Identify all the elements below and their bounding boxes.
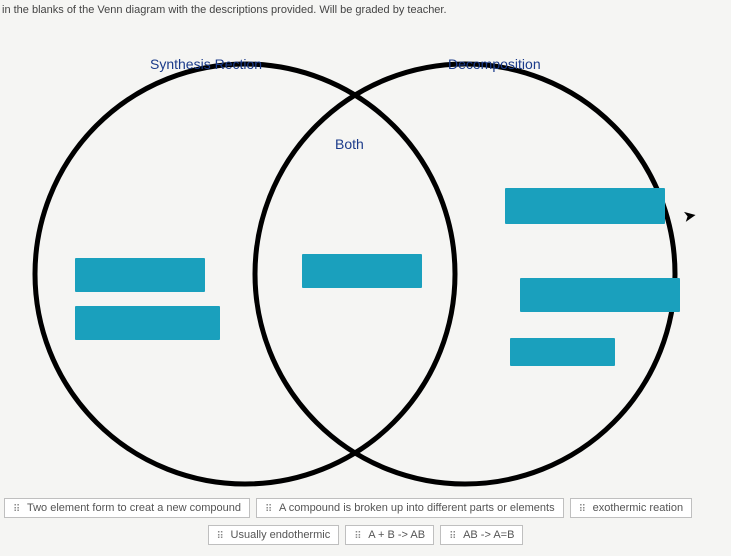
dropzone[interactable]: [510, 338, 615, 366]
option-label: A compound is broken up into different p…: [279, 502, 555, 514]
label-right: Decomposition: [448, 56, 541, 72]
label-center: Both: [335, 136, 364, 152]
option-label: A + B -> AB: [368, 529, 425, 541]
draggable-option[interactable]: ⠿ Two element form to creat a new compoun…: [4, 498, 250, 518]
options-row-1: ⠿ Two element form to creat a new compoun…: [4, 498, 727, 518]
dropzone[interactable]: [505, 188, 665, 224]
venn-diagram: Synthesis Rection Decomposition Both ➤: [0, 26, 731, 496]
dropzone[interactable]: [75, 306, 220, 340]
grip-icon: ⠿: [354, 531, 362, 539]
option-label: AB -> A=B: [463, 529, 514, 541]
label-left: Synthesis Rection: [150, 56, 262, 72]
dropzone[interactable]: [520, 278, 680, 312]
grip-icon: ⠿: [13, 504, 21, 512]
grip-icon: ⠿: [265, 504, 273, 512]
dropzone[interactable]: [302, 254, 422, 288]
option-label: Usually endothermic: [231, 529, 331, 541]
options-row-2: ⠿ Usually endothermic ⠿ A + B -> AB ⠿ AB -> A…: [4, 525, 727, 545]
grip-icon: ⠿: [217, 531, 225, 539]
dropzone[interactable]: [75, 258, 205, 292]
instruction-text: in the blanks of the Venn diagram with t…: [0, 0, 731, 26]
draggable-option[interactable]: ⠿ AB -> A=B: [440, 525, 523, 545]
option-label: Two element form to creat a new compound: [27, 502, 241, 514]
draggable-option[interactable]: ⠿ exothermic reation: [570, 498, 693, 518]
option-label: exothermic reation: [593, 502, 684, 514]
draggable-option[interactable]: ⠿ A compound is broken up into different …: [256, 498, 564, 518]
draggable-option[interactable]: ⠿ A + B -> AB: [345, 525, 434, 545]
draggable-option[interactable]: ⠿ Usually endothermic: [208, 525, 340, 545]
grip-icon: ⠿: [579, 504, 587, 512]
grip-icon: ⠿: [449, 531, 457, 539]
